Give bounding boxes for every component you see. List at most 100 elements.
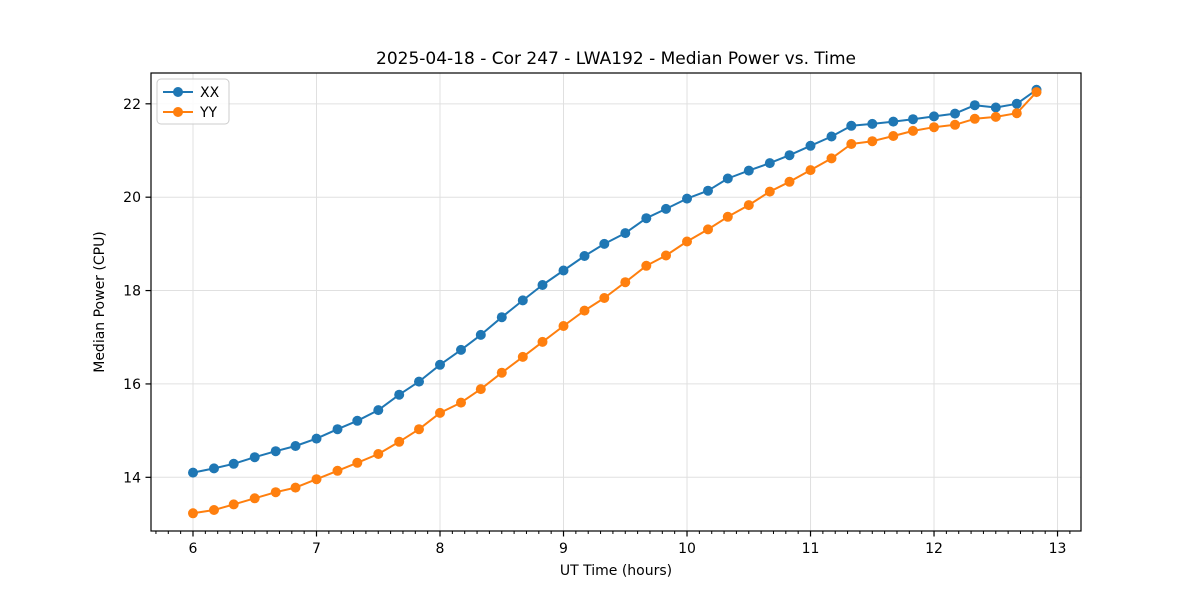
data-point-xx	[620, 228, 631, 239]
data-point-xx	[784, 150, 795, 161]
x-tick-label: 8	[436, 541, 445, 557]
data-point-xx	[414, 376, 424, 387]
data-point-xx	[888, 116, 899, 127]
data-point-xx	[311, 433, 322, 444]
data-point-yy	[290, 482, 301, 493]
data-point-yy	[826, 153, 837, 164]
data-point-xx	[270, 446, 281, 457]
data-point-yy	[888, 131, 899, 141]
data-point-yy	[558, 321, 569, 331]
data-point-yy	[682, 236, 692, 247]
data-point-yy	[784, 176, 795, 187]
data-point-xx	[332, 424, 343, 435]
data-point-xx	[722, 173, 733, 184]
data-point-xx	[661, 203, 671, 214]
data-point-xx	[846, 120, 857, 131]
data-point-yy	[188, 508, 198, 519]
data-point-yy	[435, 407, 445, 418]
data-point-yy	[475, 384, 486, 395]
legend-item-yy: YY	[163, 105, 218, 121]
data-point-xx	[209, 463, 219, 474]
data-point-xx	[435, 359, 445, 370]
data-point-yy	[990, 111, 1001, 122]
data-point-xx	[537, 280, 548, 290]
x-tick-label: 12	[925, 541, 943, 557]
series-layer	[188, 84, 1042, 519]
data-point-xx	[908, 114, 918, 125]
data-point-xx	[641, 213, 652, 224]
data-point-xx	[394, 389, 405, 400]
data-point-xx	[228, 458, 239, 469]
data-point-yy	[1031, 87, 1042, 98]
x-tick-label: 11	[802, 541, 820, 557]
y-tick-label: 14	[123, 470, 141, 486]
x-tick-label: 13	[1049, 541, 1067, 557]
data-point-yy	[908, 125, 918, 136]
data-point-xx	[558, 265, 569, 276]
data-point-yy	[969, 113, 980, 124]
legend-label-yy: YY	[199, 105, 218, 121]
data-point-xx	[373, 405, 384, 416]
data-point-xx	[969, 100, 980, 111]
data-point-xx	[579, 251, 590, 261]
data-point-xx	[743, 165, 754, 176]
data-point-yy	[579, 305, 590, 316]
data-point-yy	[373, 449, 384, 459]
data-point-yy	[599, 293, 610, 303]
data-point-yy	[764, 186, 775, 197]
data-point-yy	[311, 474, 322, 485]
data-point-yy	[722, 211, 733, 222]
y-tick-label: 20	[123, 190, 141, 206]
legend: XX YY	[156, 78, 230, 125]
y-tick-label: 16	[123, 377, 141, 393]
data-point-yy	[332, 465, 343, 476]
data-point-yy	[537, 336, 548, 347]
data-point-yy	[950, 119, 960, 130]
data-point-yy	[620, 277, 631, 288]
data-point-xx	[188, 467, 198, 478]
data-point-yy	[661, 250, 671, 261]
y-tick-label: 18	[123, 284, 141, 300]
plot-frame	[150, 72, 1082, 532]
data-point-yy	[641, 260, 652, 271]
data-point-yy	[352, 457, 363, 468]
legend-item-xx: XX	[163, 85, 220, 101]
data-point-yy	[1011, 108, 1022, 119]
data-point-xx	[456, 344, 466, 355]
data-point-xx	[950, 108, 960, 119]
data-point-yy	[805, 165, 816, 176]
data-point-yy	[743, 200, 754, 211]
x-tick-label: 10	[678, 541, 696, 557]
legend-label-xx: XX	[200, 85, 220, 101]
data-point-xx	[682, 193, 692, 204]
data-point-yy	[209, 505, 219, 515]
data-point-yy	[867, 136, 878, 147]
data-point-xx	[867, 118, 878, 129]
data-point-xx	[805, 140, 816, 151]
data-point-xx	[929, 111, 939, 122]
chart-title: 2025-04-18 - Cor 247 - LWA192 - Median P…	[376, 49, 856, 69]
x-tick-label: 6	[189, 541, 198, 557]
data-point-xx	[599, 238, 610, 249]
data-point-xx	[496, 312, 507, 323]
data-point-yy	[929, 122, 939, 133]
y-tick-label: 22	[123, 97, 141, 113]
data-point-xx	[352, 415, 363, 426]
grid-layer	[151, 73, 1081, 531]
data-point-xx	[990, 102, 1001, 113]
legend-marker-xx	[173, 87, 183, 97]
x-tick-label: 7	[312, 541, 321, 557]
data-point-yy	[228, 499, 239, 510]
data-point-xx	[249, 452, 260, 463]
data-point-xx	[517, 295, 528, 306]
data-point-yy	[414, 424, 424, 435]
data-point-yy	[394, 436, 405, 447]
x-axis-label: UT Time (hours)	[560, 563, 672, 579]
data-point-yy	[270, 487, 281, 498]
data-point-yy	[249, 493, 260, 504]
data-point-xx	[290, 441, 301, 451]
data-point-yy	[517, 351, 528, 362]
y-axis-label: Median Power (CPU)	[92, 231, 108, 373]
